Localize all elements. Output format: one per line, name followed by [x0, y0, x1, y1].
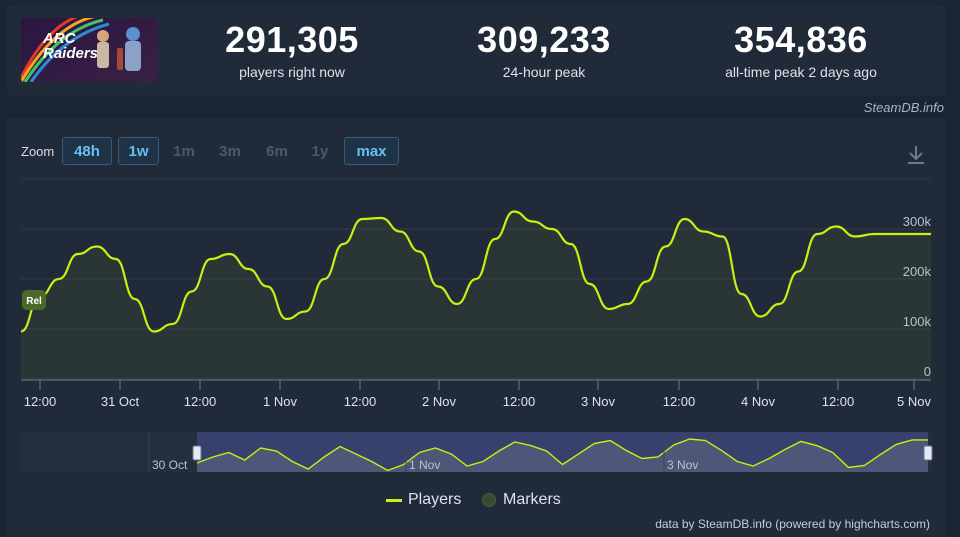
players-line [20, 210, 931, 333]
navigator-handle-right[interactable] [923, 445, 933, 461]
navigator-label: 1 Nov [409, 458, 440, 472]
release-marker-flag [22, 290, 46, 310]
x-tick-label: 4 Nov [741, 394, 775, 409]
stat-current-players: 291,305 players right now [162, 19, 422, 81]
y-tick-label: 200k [903, 264, 932, 279]
players-line-swatch [386, 498, 402, 502]
game-header-image[interactable]: ARC Raiders [21, 18, 158, 82]
players-area [21, 211, 931, 379]
zoom-button-1y[interactable]: 1y [311, 143, 329, 160]
x-tick-label: 1 Nov [263, 394, 297, 409]
stat-alltime-peak: 354,836 all-time peak 2 days ago [671, 19, 931, 81]
release-marker[interactable]: Rel [22, 290, 46, 310]
x-tick-label: 12:00 [344, 394, 377, 409]
zoom-label: Zoom [21, 144, 55, 159]
game-logo-text-line2: Raiders [43, 45, 99, 62]
legend-players-label: Players [408, 491, 462, 508]
alltime-peak-value: 354,836 [734, 19, 868, 60]
current-players-label: players right now [239, 64, 345, 80]
zoom-button-1m[interactable]: 1m [173, 143, 195, 160]
navigator-label: 30 Oct [152, 458, 188, 472]
x-tick-label: 12:00 [184, 394, 217, 409]
x-tick-label: 2 Nov [422, 394, 456, 409]
stat-24h-peak: 309,233 24-hour peak [414, 19, 674, 81]
x-tick-label: 12:00 [24, 394, 57, 409]
x-tick-label: 12:00 [663, 394, 696, 409]
legend-players[interactable]: Players [386, 491, 461, 509]
x-tick-label: 31 Oct [101, 394, 140, 409]
zoom-button-1w[interactable]: 1w [118, 137, 159, 165]
navigator-line [196, 438, 928, 472]
x-tick-label: 12:00 [503, 394, 536, 409]
navigator-label: 3 Nov [667, 458, 698, 472]
legend-markers-label: Markers [503, 491, 561, 508]
x-tick-label: 3 Nov [581, 394, 615, 409]
markers-dot-swatch [482, 493, 496, 507]
navigator-handle-left[interactable] [192, 445, 202, 461]
y-tick-label: 0 [924, 364, 931, 379]
zoom-button-48h[interactable]: 48h [62, 137, 112, 165]
game-logo-text-line1: ARC [43, 30, 76, 47]
y-tick-label: 100k [903, 314, 932, 329]
zoom-button-6m[interactable]: 6m [266, 143, 288, 160]
y-tick-label: 300k [903, 214, 932, 229]
zoom-button-3m[interactable]: 3m [219, 143, 241, 160]
stats-card: ARC Raiders 291,305 players right now 30… [7, 5, 946, 96]
chart-credits[interactable]: data by SteamDB.info (powered by highcha… [655, 517, 930, 531]
alltime-peak-label: all-time peak 2 days ago [725, 64, 877, 80]
current-players-value: 291,305 [225, 19, 359, 60]
zoom-button-max[interactable]: max [344, 137, 399, 165]
x-tick-label: 12:00 [822, 394, 855, 409]
steamdb-watermark[interactable]: SteamDB.info [863, 100, 944, 115]
x-tick-label: 5 Nov [897, 394, 931, 409]
download-icon[interactable] [904, 143, 928, 167]
release-marker-label: Rel [26, 296, 42, 307]
legend-markers[interactable]: Markers [482, 491, 561, 509]
peak-24h-label: 24-hour peak [502, 64, 586, 80]
peak-24h-value: 309,233 [477, 19, 611, 60]
